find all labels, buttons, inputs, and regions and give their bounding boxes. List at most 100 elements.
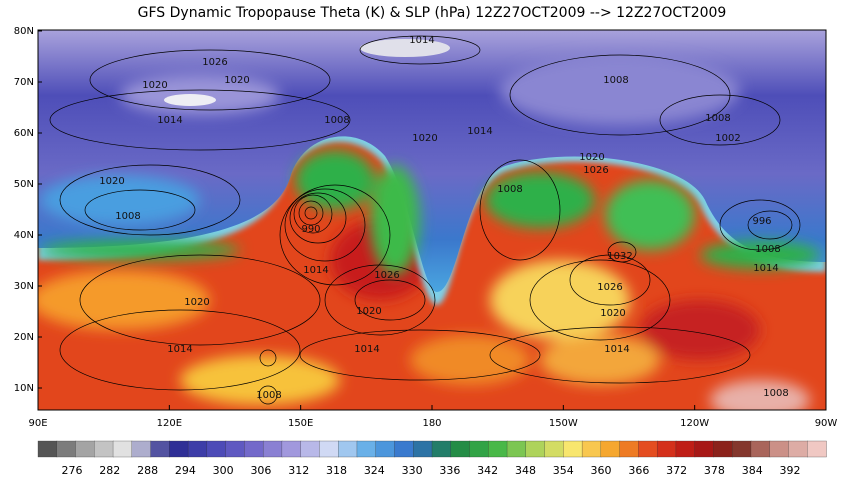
lon-label: 150E (288, 418, 313, 429)
colorbar-label: 392 (780, 464, 801, 477)
colorbar-swatch (732, 440, 752, 458)
colorbar-swatch (281, 440, 302, 458)
colorbar-label: 294 (175, 464, 196, 477)
colorbar-swatch (469, 440, 489, 458)
colorbar-swatch (112, 440, 133, 458)
contour-label: 1020 (99, 176, 124, 187)
contour-label: 1032 (607, 251, 632, 262)
colorbar-swatch (694, 440, 715, 458)
colorbar-label: 366 (628, 464, 649, 477)
lat-label: 60N (14, 128, 34, 139)
lat-label: 50N (14, 179, 34, 190)
colorbar-swatch (638, 440, 658, 458)
longitude-labels: 90E 120E 150E 180 150W 120W 90W (28, 405, 837, 429)
colorbar-label: 312 (288, 464, 309, 477)
contour-label: 1014 (467, 126, 492, 137)
colorbar-label: 324 (364, 464, 385, 477)
contour-label: 1020 (356, 306, 381, 317)
latitude-labels: 80N 70N 60N 50N 40N 30N 20N 10N (14, 26, 42, 394)
colorbar-swatch (600, 440, 621, 458)
colorbar-swatch (187, 440, 208, 458)
colorbar: 276 282 288 294 300 306 312 318 324 330 336 342 348 3… (37, 440, 827, 477)
ice-patch (164, 94, 216, 106)
colorbar-label: 384 (742, 464, 763, 477)
colorbar-label: 348 (515, 464, 536, 477)
colorbar-swatch (169, 440, 189, 458)
theta-patches (38, 220, 810, 410)
colorbar-swatch (131, 440, 152, 458)
contour-label: 1008 (497, 184, 522, 195)
colorbar-swatch (544, 440, 564, 458)
colorbar-swatch (262, 440, 283, 458)
contour-label: 1014 (409, 35, 434, 46)
map-field: 1014 1026 1020 1020 1014 1008 1020 1014 1008 1008… (38, 30, 826, 410)
colorbar-swatch (338, 440, 358, 458)
lat-label: 20N (14, 332, 34, 343)
ice-patch (360, 39, 450, 57)
colorbar-swatch (563, 440, 583, 458)
colorbar-swatch (431, 440, 452, 458)
contour-label: 1026 (597, 282, 622, 293)
contour-label: 1020 (600, 308, 625, 319)
colorbar-swatch (150, 440, 170, 458)
contour-label: 1014 (753, 263, 778, 274)
colorbar-label: 354 (553, 464, 574, 477)
colorbar-swatch (94, 440, 114, 458)
lon-label: 150W (549, 418, 578, 429)
colorbar-swatch (750, 440, 771, 458)
contour-label: 1008 (603, 75, 628, 86)
lat-label: 80N (14, 26, 34, 37)
colorbar-swatch (713, 440, 733, 458)
colorbar-swatch (807, 440, 827, 458)
contour-label: 1014 (167, 344, 192, 355)
contour-label: 1026 (202, 57, 227, 68)
colorbar-label: 342 (477, 464, 498, 477)
colorbar-label: 336 (439, 464, 460, 477)
contour-label: 1008 (755, 244, 780, 255)
colorbar-label: 330 (402, 464, 423, 477)
colorbar-swatch (488, 440, 508, 458)
colorbar-swatch (788, 440, 808, 458)
contour-label: 1020 (579, 152, 604, 163)
colorbar-swatch (206, 440, 227, 458)
colorbar-swatch (450, 440, 471, 458)
contour-label: 1008 (256, 390, 281, 401)
colorbar-swatch (225, 440, 246, 458)
colorbar-swatch (356, 440, 377, 458)
colorbar-swatch (56, 440, 77, 458)
lon-label: 90E (28, 418, 47, 429)
colorbar-swatch (506, 440, 527, 458)
colorbar-label: 300 (213, 464, 234, 477)
colorbar-swatch (37, 440, 58, 458)
contour-label: 1008 (705, 113, 730, 124)
colorbar-swatch (300, 440, 321, 458)
colorbar-label: 378 (704, 464, 725, 477)
contour-label: 1020 (142, 80, 167, 91)
contour-label: 1026 (374, 270, 399, 281)
contour-label: 1014 (303, 265, 328, 276)
contour-label: 996 (752, 216, 771, 227)
colorbar-swatch (375, 440, 396, 458)
jet-band (40, 55, 820, 275)
colorbar-swatch (319, 440, 339, 458)
colorbar-label: 282 (99, 464, 120, 477)
contour-labels: 1014 1026 1020 1020 1014 1008 1020 1014 1008 1008… (99, 35, 788, 401)
lon-label: 180 (422, 418, 441, 429)
contour-label: 990 (301, 224, 320, 235)
contour-label: 1014 (604, 344, 629, 355)
contour-label: 1008 (763, 388, 788, 399)
contour-label: 1020 (224, 75, 249, 86)
colorbar-swatch (675, 440, 696, 458)
lon-label: 120W (680, 418, 709, 429)
contour-label: 1008 (324, 115, 349, 126)
lat-label: 40N (14, 230, 34, 241)
contour-label: 1014 (354, 344, 379, 355)
colorbar-label: 360 (591, 464, 612, 477)
contour-label: 1026 (583, 165, 608, 176)
isobars (49, 35, 801, 405)
colorbar-swatch (413, 440, 433, 458)
colorbar-swatch (656, 440, 677, 458)
contour-label: 1008 (115, 211, 140, 222)
colorbar-swatch (619, 440, 640, 458)
